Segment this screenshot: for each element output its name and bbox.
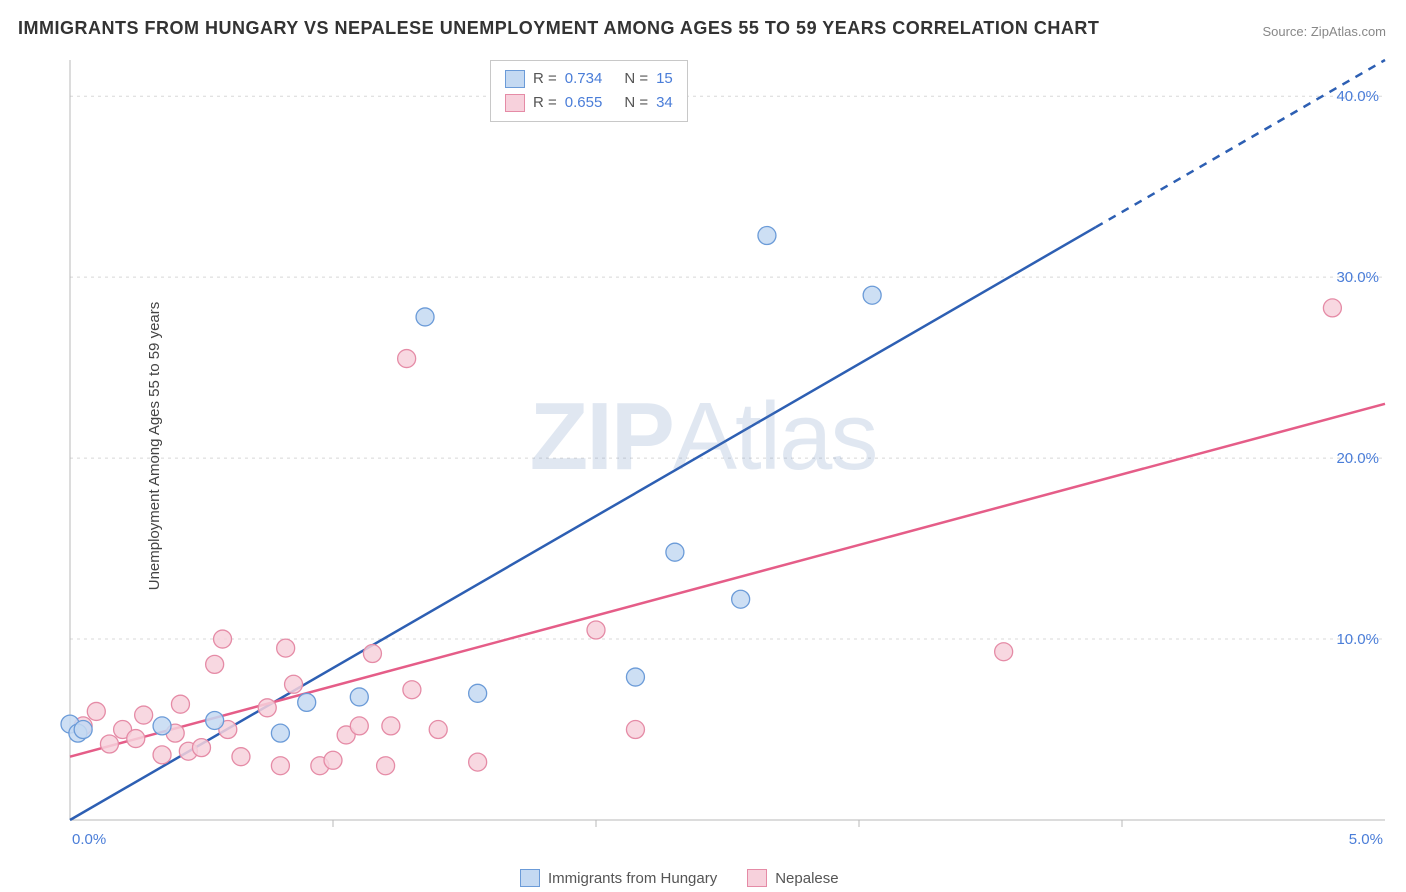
data-point — [382, 717, 400, 735]
data-point — [429, 721, 447, 739]
data-point — [100, 735, 118, 753]
legend-r-label: R = — [533, 91, 557, 115]
data-point — [206, 655, 224, 673]
data-point — [416, 308, 434, 326]
data-point — [626, 721, 644, 739]
plot-area: 10.0% 20.0% 30.0% 40.0% 0.0% 5.0% — [60, 55, 1390, 845]
data-point — [171, 695, 189, 713]
data-point — [666, 543, 684, 561]
data-point — [377, 757, 395, 775]
legend-n-value: 34 — [656, 91, 673, 115]
y-tick-label: 10.0% — [1336, 631, 1379, 648]
correlation-legend: R = 0.734 N = 15 R = 0.655 N = 34 — [490, 60, 688, 122]
x-tick-label: 0.0% — [72, 831, 106, 845]
chart-title: IMMIGRANTS FROM HUNGARY VS NEPALESE UNEM… — [18, 18, 1099, 39]
legend-row: R = 0.734 N = 15 — [505, 67, 673, 91]
legend-series-label: Nepalese — [775, 870, 838, 887]
data-point — [206, 711, 224, 729]
legend-swatch — [747, 869, 767, 887]
data-point — [232, 748, 250, 766]
y-tick-label: 20.0% — [1336, 450, 1379, 467]
legend-n-label: N = — [624, 91, 648, 115]
data-point — [398, 350, 416, 368]
data-point — [1323, 299, 1341, 317]
data-point — [87, 702, 105, 720]
data-point — [153, 717, 171, 735]
data-point — [277, 639, 295, 657]
data-point — [285, 675, 303, 693]
legend-n-label: N = — [624, 67, 648, 91]
legend-r-value: 0.655 — [565, 91, 603, 115]
series-legend: Immigrants from Hungary Nepalese — [520, 869, 839, 887]
legend-series-label: Immigrants from Hungary — [548, 870, 717, 887]
legend-swatch — [505, 70, 525, 88]
y-tick-label: 40.0% — [1336, 88, 1379, 105]
data-point — [863, 286, 881, 304]
data-point — [258, 699, 276, 717]
data-point — [469, 684, 487, 702]
data-point — [995, 643, 1013, 661]
data-point — [732, 590, 750, 608]
legend-swatch — [505, 94, 525, 112]
source-attribution: Source: ZipAtlas.com — [1262, 24, 1386, 39]
legend-r-label: R = — [533, 67, 557, 91]
data-point — [350, 717, 368, 735]
data-point — [271, 724, 289, 742]
data-point — [469, 753, 487, 771]
data-point — [324, 751, 342, 769]
data-point — [74, 721, 92, 739]
data-point — [193, 739, 211, 757]
chart-svg: 10.0% 20.0% 30.0% 40.0% 0.0% 5.0% — [60, 55, 1390, 845]
legend-n-value: 15 — [656, 67, 673, 91]
legend-item: Immigrants from Hungary — [520, 869, 717, 887]
data-point — [350, 688, 368, 706]
data-point — [298, 693, 316, 711]
data-point — [153, 746, 171, 764]
y-tick-label: 30.0% — [1336, 269, 1379, 286]
data-point — [135, 706, 153, 724]
data-point — [403, 681, 421, 699]
legend-item: Nepalese — [747, 869, 838, 887]
data-point — [363, 645, 381, 663]
x-tick-label: 5.0% — [1349, 831, 1383, 845]
legend-swatch — [520, 869, 540, 887]
data-point — [127, 730, 145, 748]
data-point — [758, 227, 776, 245]
regression-line-dashed — [1096, 60, 1385, 227]
data-point — [214, 630, 232, 648]
data-point — [271, 757, 289, 775]
legend-r-value: 0.734 — [565, 67, 603, 91]
data-point — [626, 668, 644, 686]
data-point — [587, 621, 605, 639]
legend-row: R = 0.655 N = 34 — [505, 91, 673, 115]
